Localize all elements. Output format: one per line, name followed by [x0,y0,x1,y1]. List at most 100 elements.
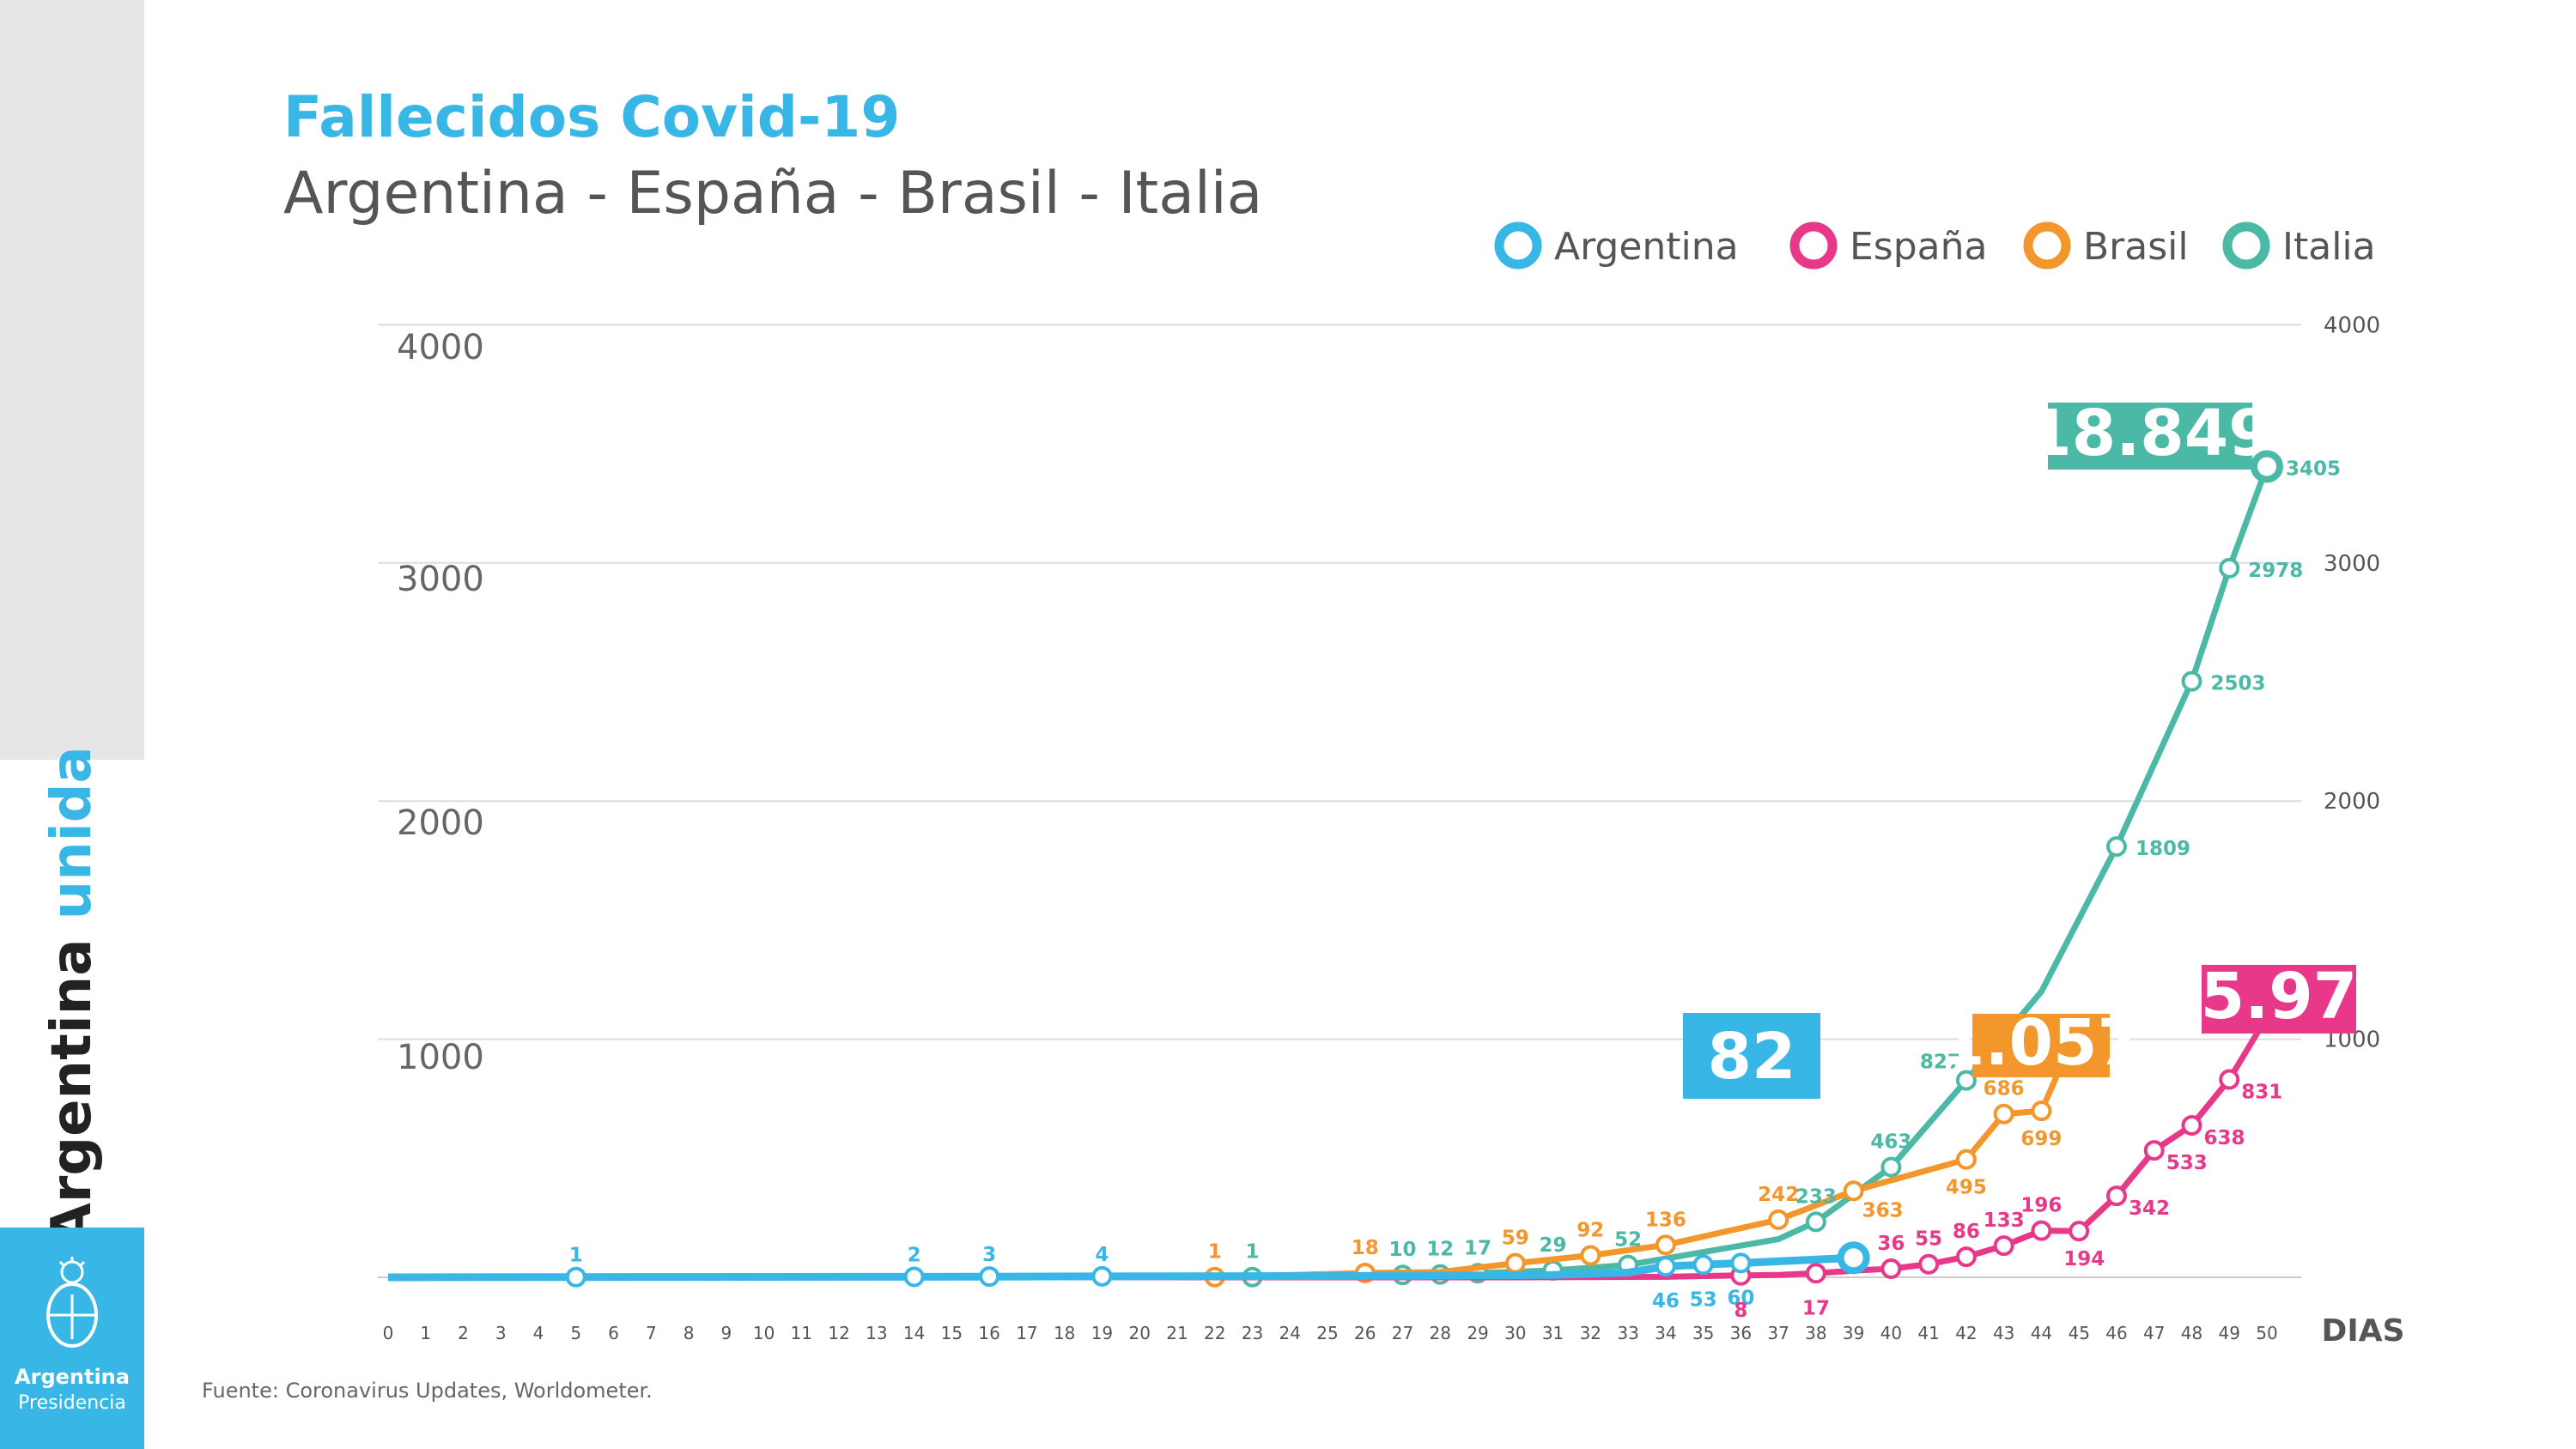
x-tick-14: 14 [903,1323,925,1343]
x-tick-37: 37 [1767,1323,1789,1343]
x-tick-50: 50 [2256,1323,2277,1343]
marker-italia-40 [1880,1156,1902,1178]
x-tick-25: 25 [1316,1323,1338,1343]
x-tick-10: 10 [753,1323,775,1343]
x-tick-38: 38 [1805,1323,1826,1343]
data-label-brasil-26: 18 [1352,1237,1379,1259]
data-label-espana-41: 55 [1915,1228,1942,1251]
data-label-italia-46: 1809 [2136,838,2190,860]
y-tick-right-3000: 3000 [2324,551,2380,577]
x-tick-45: 45 [2068,1323,2089,1343]
x-tick-18: 18 [1054,1323,1075,1343]
x-tick-1: 1 [420,1323,431,1343]
marker-espana-38 [1805,1263,1826,1284]
x-tick-36: 36 [1730,1323,1752,1343]
data-label-espana-44: 196 [2020,1195,2062,1217]
callout-text-brasil: 1.057 [1941,1006,2142,1080]
x-tick-32: 32 [1580,1323,1601,1343]
data-label-espana-48: 638 [2203,1127,2245,1149]
legend-marker-espana [1789,221,1838,270]
data-label-espana-38: 17 [1802,1297,1830,1319]
marker-argentina-14 [903,1266,925,1288]
x-tick-5: 5 [570,1323,581,1343]
x-tick-17: 17 [1016,1323,1037,1343]
data-label-italia-31: 29 [1540,1234,1567,1257]
x-tick-0: 0 [383,1323,394,1343]
x-tick-4: 4 [533,1323,544,1343]
x-tick-11: 11 [791,1323,812,1343]
x-tick-30: 30 [1504,1323,1526,1343]
x-tick-22: 22 [1204,1323,1225,1343]
legend-label-argentina: Argentina [1554,225,1739,269]
marker-argentina-19 [1091,1265,1113,1287]
x-tick-29: 29 [1467,1323,1488,1343]
callout-text-argentina: 82 [1708,1020,1796,1094]
data-label-argentina-35: 53 [1690,1288,1717,1311]
marker-argentina-34 [1655,1256,1676,1277]
marker-brasil-34 [1655,1234,1676,1256]
data-label-brasil-42: 495 [1946,1177,1987,1199]
x-tick-9: 9 [720,1323,732,1343]
x-tick-49: 49 [2219,1323,2240,1343]
data-label-italia-42: 827 [1920,1052,1961,1074]
marker-italia-49 [2219,557,2240,579]
callout-box-italia [2048,403,2252,470]
x-tick-23: 23 [1242,1323,1263,1343]
marker-brasil-43 [1993,1103,2014,1125]
marker-italia-50 [2251,450,2283,483]
x-tick-20: 20 [1128,1323,1150,1343]
x-tick-31: 31 [1542,1323,1564,1343]
x-tick-46: 46 [2105,1323,2127,1343]
marker-espana-46 [2105,1185,2127,1207]
data-label-brasil-22: 1 [1208,1241,1222,1264]
marker-brasil-32 [1580,1245,1601,1266]
data-label-espana-43: 133 [1984,1210,2025,1232]
x-tick-24: 24 [1279,1323,1301,1343]
x-tick-13: 13 [866,1323,887,1343]
y-tick-right-2000: 2000 [2324,789,2380,815]
x-tick-19: 19 [1091,1323,1113,1343]
data-label-italia-23: 1 [1245,1241,1259,1264]
marker-espana-43 [1993,1235,2014,1257]
legend-marker-italia [2222,221,2270,270]
series-line-italia [1214,465,2270,1281]
callout-text-italia: 18.849 [2027,397,2273,470]
x-axis-label: DIAS [2321,1313,2404,1349]
marker-espana-42 [1955,1246,1977,1268]
x-tick-8: 8 [683,1323,695,1343]
callout-box-brasil [1972,1014,2110,1077]
data-label-italia-27: 10 [1389,1239,1417,1261]
marker-argentina-5 [565,1266,586,1288]
data-label-espana-42: 86 [1953,1221,1980,1243]
data-label-italia-38: 233 [1795,1185,1837,1208]
data-label-brasil-37: 242 [1758,1184,1799,1206]
x-tick-27: 27 [1392,1323,1413,1343]
marker-italia-48 [2181,670,2202,692]
legend-label-italia: Italia [2282,225,2376,269]
data-label-brasil-32: 92 [1577,1219,1604,1241]
x-tick-41: 41 [1917,1323,1939,1343]
data-label-italia-28: 12 [1426,1239,1454,1261]
data-label-italia-48: 2503 [2210,673,2265,695]
data-label-italia-49: 2978 [2248,560,2303,582]
marker-brasil-39 [1843,1180,1864,1202]
data-label-brasil-30: 59 [1502,1228,1529,1250]
x-tick-2: 2 [458,1323,469,1343]
x-tick-33: 33 [1617,1323,1638,1343]
marker-espana-44 [2031,1220,2052,1241]
data-label-italia-50: 3405 [2286,458,2341,480]
marker-argentina-16 [979,1266,1000,1288]
marker-espana-45 [2069,1221,2090,1242]
x-tick-15: 15 [941,1323,963,1343]
marker-espana-48 [2181,1115,2202,1137]
marker-brasil-44 [2031,1100,2052,1122]
coat-of-arms-icon [46,1257,98,1348]
marker-brasil-37 [1768,1209,1789,1230]
x-tick-7: 7 [646,1323,657,1343]
marker-espana-47 [2143,1140,2165,1161]
marker-italia-38 [1805,1211,1826,1233]
x-tick-44: 44 [2031,1323,2052,1343]
legend-marker-brasil [2023,221,2071,270]
series-layer [387,450,2283,1288]
